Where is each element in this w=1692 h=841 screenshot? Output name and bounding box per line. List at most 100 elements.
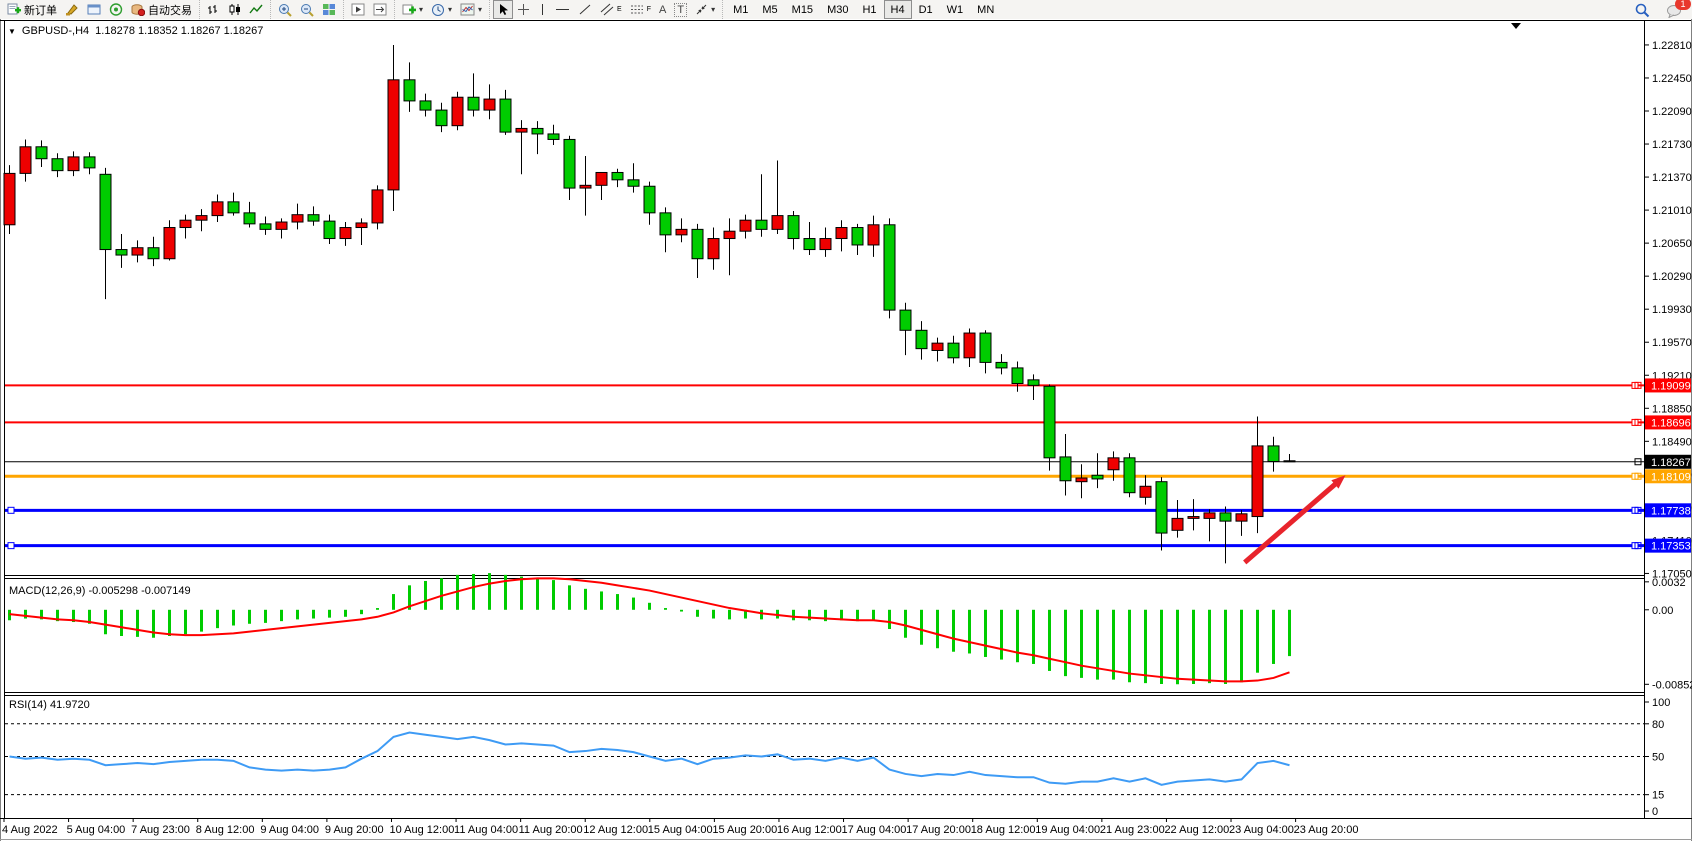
candle bbox=[275, 221, 288, 230]
svg-text:-0.008529: -0.008529 bbox=[1652, 679, 1692, 691]
svg-text:23 Aug 04:00: 23 Aug 04:00 bbox=[1229, 824, 1294, 836]
horizontal-lines[interactable] bbox=[5, 381, 1644, 550]
line-handle[interactable] bbox=[7, 506, 15, 514]
candle bbox=[131, 247, 144, 256]
search-button[interactable] bbox=[1631, 1, 1654, 20]
line-handle[interactable] bbox=[7, 542, 15, 550]
bar-chart-button[interactable] bbox=[203, 0, 224, 19]
line-chart-button[interactable] bbox=[245, 0, 267, 19]
svg-text:19 Aug 04:00: 19 Aug 04:00 bbox=[1035, 824, 1100, 836]
chart-shift-button[interactable] bbox=[369, 0, 391, 19]
add-indicator-button[interactable]: ▾ bbox=[398, 0, 427, 19]
arrows-button[interactable]: ▾ bbox=[691, 0, 719, 19]
svg-text:1.22810: 1.22810 bbox=[1652, 40, 1692, 52]
price-tags: 1.19099 1.18696 1.18267 1.18109 1.17738 1.173… bbox=[1634, 378, 1691, 553]
zoom-out-button[interactable] bbox=[296, 0, 318, 19]
vertical-line-button[interactable] bbox=[534, 0, 551, 19]
timeframe-button-h1[interactable]: H1 bbox=[862, 3, 877, 16]
periods-button[interactable]: ▾ bbox=[427, 0, 456, 19]
candle bbox=[563, 138, 576, 189]
text-label-button[interactable]: T bbox=[670, 0, 691, 19]
notifications-button[interactable]: 1 bbox=[1662, 0, 1691, 20]
text-button[interactable]: A bbox=[655, 0, 670, 19]
timeframe-button-m5[interactable]: M5 bbox=[762, 3, 778, 16]
candle bbox=[1027, 379, 1040, 386]
timeframe-button-mn[interactable]: MN bbox=[977, 3, 995, 16]
timeframe-button-m30[interactable]: M30 bbox=[827, 3, 849, 16]
caret-down-icon: ▾ bbox=[419, 5, 424, 14]
toolbar-group-zoom bbox=[270, 0, 343, 19]
svg-text:9 Aug 04:00: 9 Aug 04:00 bbox=[260, 824, 319, 836]
price-tag bbox=[1645, 415, 1691, 430]
candle bbox=[771, 215, 784, 230]
candle bbox=[675, 228, 688, 236]
bar-chart-icon bbox=[208, 5, 217, 14]
candle bbox=[515, 127, 528, 133]
svg-text:1.20290: 1.20290 bbox=[1652, 271, 1692, 283]
tile-windows-icon bbox=[323, 4, 335, 15]
chart-canvas[interactable]: 1.22810 1.22450 1.22090 1.21730 1.21370 1.210… bbox=[0, 19, 1692, 841]
candle bbox=[1107, 457, 1120, 471]
svg-text:11 Aug 20:00: 11 Aug 20:00 bbox=[519, 824, 583, 836]
candle bbox=[371, 189, 384, 224]
candlestick-chart-icon bbox=[229, 4, 240, 15]
svg-text:15: 15 bbox=[1652, 790, 1664, 802]
symbol-dropdown-icon[interactable]: ▼ bbox=[8, 26, 16, 36]
price-tag bbox=[1645, 538, 1691, 553]
timeframe-button-m1[interactable]: M1 bbox=[733, 3, 749, 16]
candle bbox=[355, 222, 368, 229]
cursor-button[interactable] bbox=[493, 0, 514, 19]
timeframe-button-m15[interactable]: M15 bbox=[791, 3, 814, 16]
chart-shift-icon bbox=[373, 3, 387, 16]
candle bbox=[851, 227, 864, 246]
templates-icon bbox=[460, 3, 475, 16]
fibonacci-icon bbox=[630, 5, 643, 14]
candle bbox=[227, 201, 240, 214]
svg-text:8 Aug 12:00: 8 Aug 12:00 bbox=[196, 824, 255, 836]
text-tool-label: A bbox=[659, 3, 667, 16]
candle bbox=[995, 361, 1008, 369]
toolbar-group-timeframes: M1 M5 M15 M30 H1 H4 D1 W1 MN bbox=[722, 0, 1004, 19]
timeframe-button-w1[interactable]: W1 bbox=[946, 3, 964, 16]
vertical-line-icon bbox=[542, 4, 544, 15]
templates-button[interactable]: ▾ bbox=[456, 0, 486, 19]
crosshair-button[interactable] bbox=[513, 0, 534, 19]
candle bbox=[307, 214, 320, 222]
candle bbox=[963, 332, 976, 359]
signals-button[interactable] bbox=[105, 0, 127, 19]
candle bbox=[1235, 513, 1248, 522]
zoom-in-button[interactable] bbox=[274, 0, 296, 19]
candle bbox=[1187, 516, 1200, 519]
panel-splitters[interactable] bbox=[0, 575, 1692, 819]
tile-windows-button[interactable] bbox=[318, 0, 340, 19]
candle bbox=[1123, 457, 1136, 494]
svg-text:1.18850: 1.18850 bbox=[1652, 403, 1692, 415]
candle bbox=[35, 146, 48, 160]
equidistant-channel-button[interactable]: E bbox=[596, 0, 626, 19]
trend-arrow[interactable] bbox=[1243, 475, 1346, 565]
horizontal-line-button[interactable] bbox=[551, 0, 574, 19]
timeframe-button-h4[interactable]: H4 bbox=[883, 0, 912, 19]
candle bbox=[1059, 456, 1072, 482]
autotrade-icon bbox=[131, 4, 145, 16]
svg-text:1.22090: 1.22090 bbox=[1652, 106, 1692, 118]
timeframe-button-d1[interactable]: D1 bbox=[918, 3, 933, 16]
styler-button[interactable] bbox=[61, 0, 83, 19]
cursor-icon bbox=[500, 4, 509, 15]
chart-shift-marker[interactable] bbox=[1511, 23, 1521, 29]
rsi-panel: 100 80 50 15 0 bbox=[5, 697, 1670, 818]
charts-window-button[interactable] bbox=[83, 0, 105, 19]
new-chart-button[interactable] bbox=[347, 0, 369, 19]
candle bbox=[147, 247, 160, 260]
charts-window-icon bbox=[87, 4, 101, 15]
fibonacci-button[interactable]: F bbox=[626, 0, 655, 19]
autotrade-button[interactable]: 自动交易 bbox=[127, 0, 196, 19]
candle bbox=[835, 227, 848, 240]
candlestick-chart-button[interactable] bbox=[224, 0, 245, 19]
candle bbox=[195, 215, 208, 221]
window-frame bbox=[0, 19, 1692, 841]
trendline-button[interactable] bbox=[574, 0, 596, 19]
new-order-button[interactable]: 新订单 bbox=[3, 0, 61, 19]
candle bbox=[755, 219, 768, 230]
